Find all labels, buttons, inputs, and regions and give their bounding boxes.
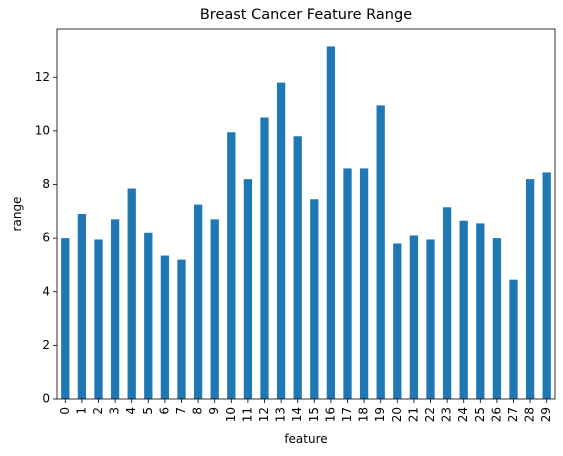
- x-tick-label: 20: [390, 407, 404, 422]
- chart-title: Breast Cancer Feature Range: [199, 7, 413, 23]
- bar-11: [243, 179, 253, 399]
- x-tick-label: 15: [307, 407, 321, 422]
- bar-17: [343, 168, 352, 399]
- bar-7: [177, 259, 186, 399]
- bar-5: [144, 232, 153, 399]
- x-tick-label: 11: [240, 407, 254, 422]
- x-tick-label: 22: [423, 407, 437, 422]
- bar-6: [160, 255, 170, 399]
- bar-14: [293, 136, 302, 399]
- x-tick-label: 16: [323, 407, 337, 422]
- bar-24: [459, 220, 468, 399]
- x-tick-label: 25: [473, 407, 487, 422]
- x-tick-label: 29: [539, 407, 553, 422]
- y-axis-ticks: 0 2 4 6 8 10 12: [35, 70, 57, 406]
- bar-13: [276, 82, 286, 399]
- y-tick-label: 12: [35, 70, 50, 84]
- x-tick-label: 6: [157, 407, 171, 415]
- bar-4: [127, 188, 136, 399]
- x-tick-label: 17: [340, 407, 354, 422]
- plot-frame: [56, 28, 556, 400]
- x-tick-label: 23: [440, 407, 454, 422]
- bar-20: [393, 243, 402, 399]
- bar-28: [525, 179, 535, 399]
- bar-12: [260, 117, 269, 399]
- bar-29: [542, 172, 551, 399]
- x-tick-label: 24: [456, 407, 470, 422]
- x-tick-label: 18: [357, 407, 371, 422]
- bar-22: [426, 239, 435, 399]
- x-tick-label: 19: [373, 407, 387, 422]
- x-tick-label: 3: [108, 407, 122, 415]
- x-tick-label: 8: [191, 407, 205, 415]
- bar-10: [227, 132, 236, 399]
- bar-19: [376, 105, 385, 400]
- y-axis-label: range: [10, 197, 24, 232]
- x-tick-label: 7: [174, 407, 188, 415]
- x-tick-label: 13: [274, 407, 288, 422]
- bar-16: [326, 46, 336, 399]
- x-tick-label: 2: [91, 407, 105, 415]
- x-axis-label: feature: [284, 432, 327, 446]
- x-tick-label: 9: [207, 407, 221, 415]
- y-tick-label: 0: [42, 392, 50, 406]
- x-tick-label: 10: [224, 407, 238, 422]
- bar-1: [77, 214, 87, 399]
- bar-23: [442, 207, 452, 399]
- bars-group: [61, 46, 551, 400]
- bar-0: [61, 238, 70, 399]
- bar-21: [409, 235, 419, 399]
- y-tick-label: 8: [42, 177, 50, 191]
- x-tick-label: 14: [290, 407, 304, 422]
- y-tick-label: 2: [42, 338, 50, 352]
- x-tick-label: 28: [523, 407, 537, 422]
- bar-15: [310, 199, 319, 399]
- x-tick-label: 1: [74, 407, 88, 415]
- x-axis-ticks: 0 1 2 3 4 5 6 7 8 9 10 11 12 13 14 15 16 17 18 19 20 21 22 23 24…: [58, 399, 553, 422]
- x-tick-label: 26: [489, 407, 503, 422]
- bar-18: [359, 168, 369, 399]
- bar-25: [476, 223, 485, 399]
- x-tick-label: 4: [124, 407, 138, 415]
- y-tick-label: 10: [35, 123, 50, 137]
- bar-9: [210, 219, 219, 399]
- y-tick-label: 6: [42, 231, 50, 245]
- y-tick-label: 4: [42, 284, 50, 298]
- x-tick-label: 27: [506, 407, 520, 422]
- bar-27: [509, 279, 518, 399]
- x-tick-label: 21: [406, 407, 420, 422]
- bar-3: [110, 219, 120, 399]
- x-tick-label: 5: [141, 407, 155, 415]
- bar-2: [94, 239, 103, 399]
- x-tick-label: 12: [257, 407, 271, 422]
- x-tick-label: 0: [58, 407, 72, 415]
- bar-26: [492, 238, 502, 399]
- bar-8: [193, 204, 203, 399]
